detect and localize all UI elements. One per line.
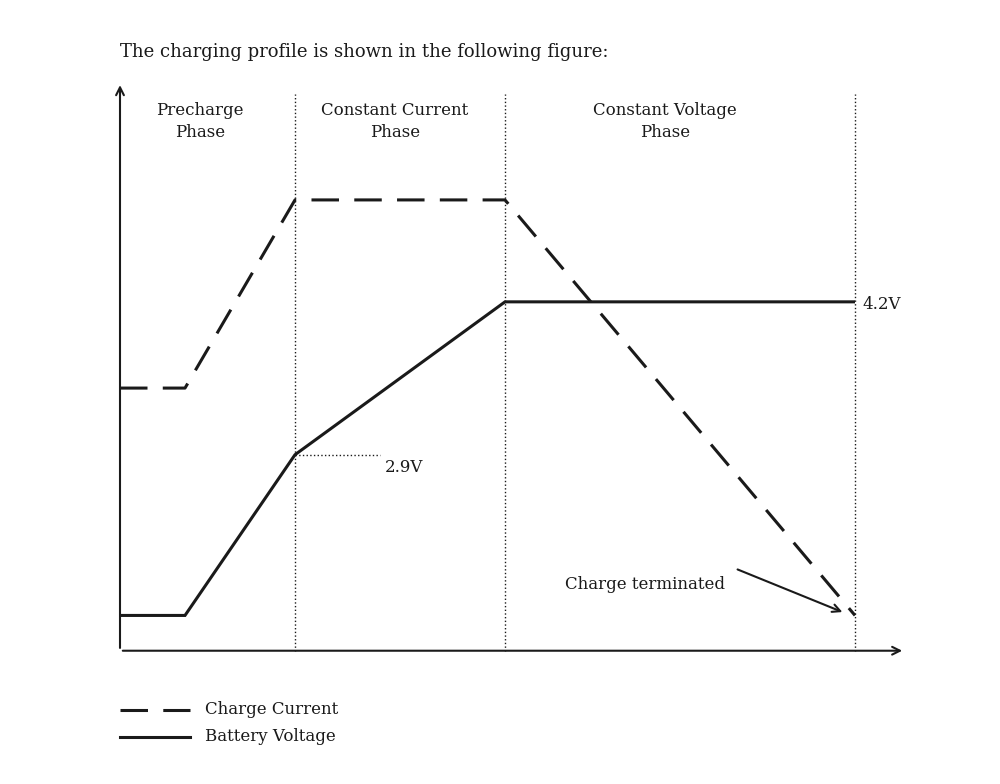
Text: 2.9V: 2.9V	[385, 459, 423, 476]
Text: The charging profile is shown in the following figure:: The charging profile is shown in the fol…	[120, 43, 608, 61]
Text: Charge Current: Charge Current	[205, 701, 338, 718]
Text: Precharge
Phase: Precharge Phase	[156, 102, 244, 141]
Text: 4.2V: 4.2V	[862, 296, 900, 313]
Text: Constant Voltage
Phase: Constant Voltage Phase	[593, 102, 737, 141]
Text: Battery Voltage: Battery Voltage	[205, 728, 336, 746]
Text: Constant Current
Phase: Constant Current Phase	[321, 102, 469, 141]
Text: Charge terminated: Charge terminated	[565, 575, 725, 593]
